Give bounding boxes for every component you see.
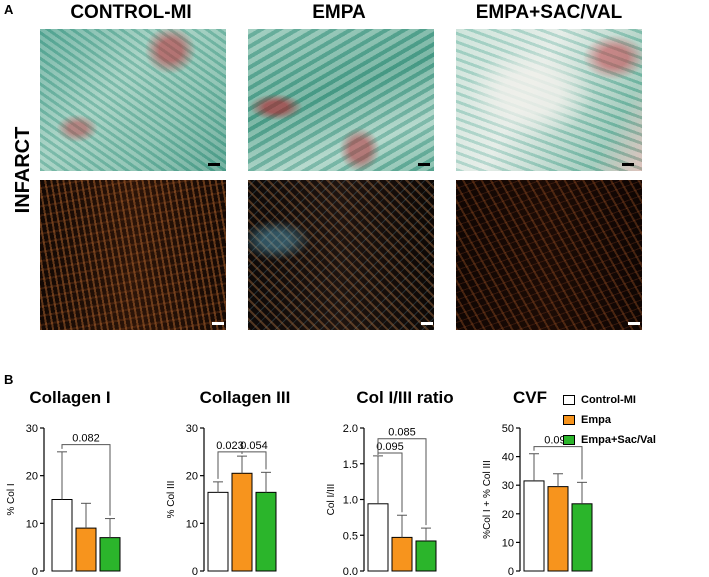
y-tick-label: 10 [186,518,198,530]
scale-bar [418,163,430,166]
bar-empa-sac-val [255,491,277,572]
y-tick-label: 2.0 [343,423,358,435]
p-value-label: 0.054 [240,440,268,452]
y-tick-label: 20 [186,471,198,483]
legend-swatch-empa-sac-val [563,435,575,445]
bar-control-mi [367,503,389,572]
significance-bracket [241,451,267,470]
bar-control-mi [523,480,545,572]
legend-item-control-mi: Control-MI [563,390,656,410]
chart-title-collagen-iii: Collagen III [199,388,291,407]
y-axis-label: % Col I [6,483,17,515]
p-value-label: 0.082 [72,433,100,445]
scale-bar [622,163,634,166]
y-tick-label: 1.5 [343,459,358,471]
bar-empa [547,486,569,572]
micrograph-stain-empa [248,29,434,171]
micrograph-polarized-empa [248,180,434,330]
y-tick-label: 0.0 [343,566,358,577]
row-label-infarct: INFARCT [12,126,34,214]
y-tick-label: 0 [192,566,198,577]
column-title-empa: EMPA [312,2,366,23]
chart-title-col-ratio: Col I/III ratio [356,388,454,407]
significance-bracket [533,446,583,480]
scale-bar [421,322,433,325]
legend-item-empa-sac-val: Empa+Sac/Val [563,430,656,450]
chart-title-collagen-i: Collagen I [29,388,111,407]
y-tick-label: 30 [502,480,514,492]
y-tick-label: 1.0 [343,495,358,507]
scale-bar [212,322,224,325]
bar-empa [75,527,97,572]
y-tick-label: 30 [26,423,38,435]
y-tick-label: 0.5 [343,530,358,542]
y-axis-label: Col I/III [326,484,337,516]
column-title-empa-sac-val: EMPA+SAC/VAL [475,2,623,23]
p-value-label: 0.023 [216,440,244,452]
bar-empa-sac-val [99,537,121,572]
micrograph-polarized-control-mi [40,180,226,330]
p-value-label: 0.095 [376,441,404,453]
p-value-label: 0.085 [388,427,416,439]
micrograph-stain-control-mi [40,29,226,171]
bar-control-mi [51,499,73,572]
y-tick-label: 10 [26,518,38,530]
legend-swatch-empa [563,415,575,425]
legend-swatch-control-mi [563,395,575,405]
scale-bar [628,322,640,325]
panel-b-letter: B [4,372,14,387]
panel-a-letter: A [4,2,14,17]
scale-bar [208,163,220,166]
bar-empa-sac-val [415,540,437,572]
legend: Control-MI Empa Empa+Sac/Val [563,390,656,450]
chart-col-ratio: 0.0 0.5 1.0 1.5 2.0 Col I/III 0.095 0.085 [326,423,437,577]
y-tick-label: 0 [508,566,514,577]
y-tick-label: 20 [502,509,514,521]
bar-control-mi [207,491,229,572]
bar-empa [231,472,253,572]
legend-label: Empa+Sac/Val [581,434,656,446]
y-tick-label: 10 [502,537,514,549]
y-tick-label: 40 [502,452,514,464]
y-axis-label: %Col I + % Col III [482,460,493,539]
significance-bracket [61,444,111,516]
y-tick-label: 50 [502,423,514,435]
y-axis-label: % Col III [166,481,177,519]
chart-title-cvf: CVF [513,388,547,407]
micrograph-polarized-empa-sac-val [456,180,642,330]
y-tick-label: 20 [26,471,38,483]
y-tick-label: 0 [32,566,38,577]
bar-empa [391,536,413,572]
legend-label: Empa [581,414,611,426]
column-title-control-mi: CONTROL-MI [70,2,192,23]
legend-item-empa: Empa [563,410,656,430]
chart-collagen-i: 0 10 20 30 % Col I 0.082 [6,423,121,577]
bar-empa-sac-val [571,503,593,572]
significance-bracket [377,438,427,526]
legend-label: Control-MI [581,394,636,406]
micrograph-stain-empa-sac-val [456,29,642,171]
y-tick-label: 30 [186,423,198,435]
significance-bracket [377,452,403,513]
